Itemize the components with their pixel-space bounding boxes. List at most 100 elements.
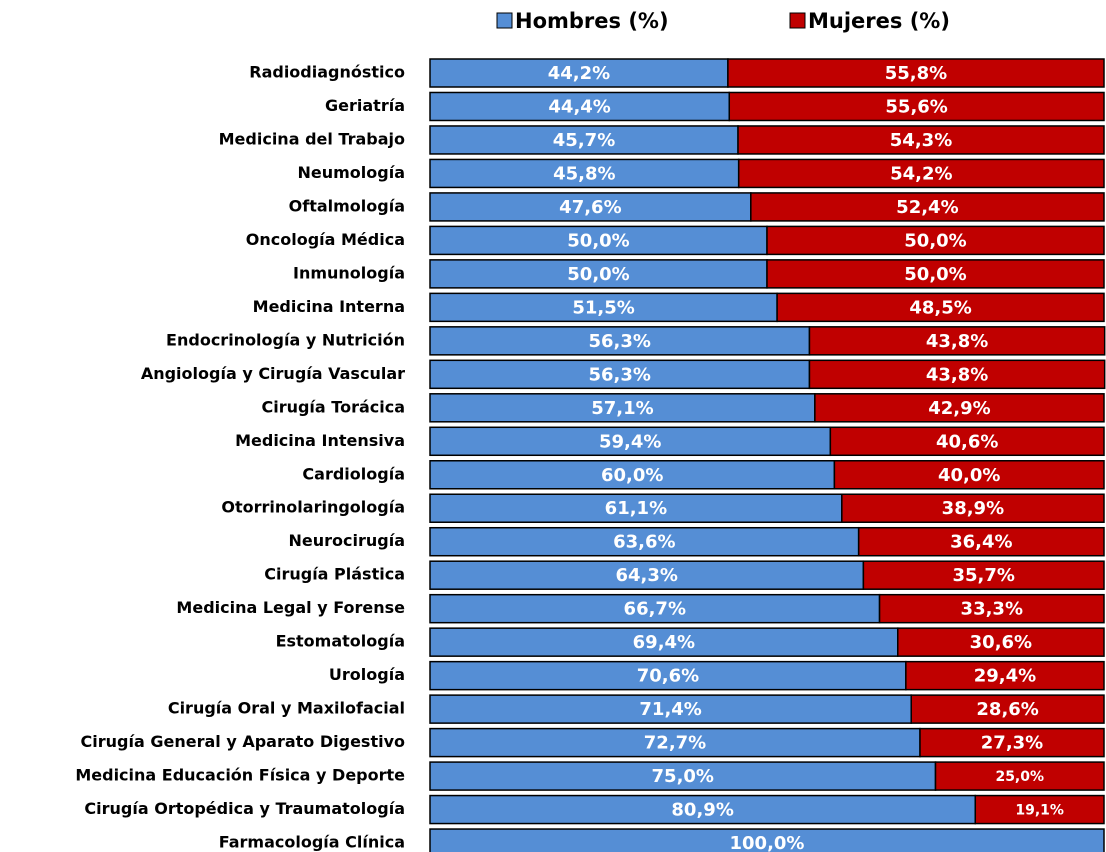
- bar-segment: [429, 794, 977, 825]
- bar-segment: [429, 393, 816, 423]
- value-label: 55,6%: [885, 96, 947, 117]
- bar-segment: [897, 627, 1105, 657]
- category-label: Oftalmología: [289, 196, 405, 215]
- value-label: 100,0%: [730, 833, 805, 852]
- bar-segment: [878, 593, 1105, 624]
- value-label: 57,1%: [591, 398, 653, 419]
- bar-segment: [910, 694, 1105, 724]
- legend-label: Mujeres (%): [808, 9, 950, 33]
- legend-swatch: [496, 12, 513, 29]
- bar-segment: [833, 460, 1105, 490]
- bar-segment: [429, 627, 899, 657]
- value-label: 75,0%: [652, 766, 714, 787]
- category-label: Endocrinología y Nutrición: [166, 330, 405, 349]
- bar-segment: [429, 660, 907, 691]
- category-label: Estomatología: [276, 632, 405, 651]
- value-label: 45,7%: [553, 130, 615, 151]
- value-label: 50,0%: [904, 230, 966, 251]
- value-label: 44,4%: [548, 96, 610, 117]
- value-label: 80,9%: [671, 800, 733, 821]
- value-label: 59,4%: [599, 431, 661, 452]
- value-label: 27,3%: [981, 733, 1043, 754]
- bar-segment: [429, 359, 811, 390]
- value-label: 50,0%: [567, 230, 629, 251]
- value-label: 40,6%: [936, 431, 998, 452]
- value-label: 38,9%: [942, 498, 1004, 519]
- value-label: 72,7%: [644, 733, 706, 754]
- bar-segment: [919, 727, 1105, 758]
- value-label: 43,8%: [926, 364, 988, 385]
- bar-segment: [429, 326, 811, 356]
- bar-segment: [814, 393, 1105, 423]
- category-label: Medicina Interna: [253, 297, 405, 316]
- value-label: 55,8%: [885, 63, 947, 84]
- value-label: 64,3%: [615, 565, 677, 586]
- category-label: Urología: [329, 665, 405, 684]
- value-label: 52,4%: [896, 197, 958, 218]
- value-label: 40,0%: [938, 465, 1000, 486]
- value-label: 56,3%: [589, 364, 651, 385]
- bar-segment: [429, 493, 843, 523]
- value-label: 30,6%: [970, 632, 1032, 653]
- category-label: Medicina Legal y Forense: [176, 598, 405, 617]
- category-label: Farmacología Clínica: [219, 833, 405, 852]
- bar-segment: [808, 326, 1106, 356]
- bar-segment: [429, 828, 1105, 852]
- value-label: 36,4%: [950, 532, 1012, 553]
- bar-segment: [829, 426, 1105, 457]
- category-label: Cardiología: [302, 464, 405, 483]
- category-label: Medicina Intensiva: [235, 431, 405, 450]
- value-label: 50,0%: [567, 264, 629, 285]
- bar-segment: [766, 225, 1105, 256]
- value-label: 33,3%: [961, 599, 1023, 620]
- bar-segment: [429, 259, 768, 289]
- value-label: 70,6%: [637, 666, 699, 687]
- category-label: Cirugía General y Aparato Digestivo: [81, 732, 405, 751]
- value-label: 51,5%: [572, 297, 634, 318]
- bar-segment: [905, 660, 1105, 691]
- bar-segment: [808, 359, 1106, 390]
- bar-segment: [857, 526, 1105, 557]
- bar-segment: [429, 158, 740, 189]
- value-label: 25,0%: [995, 769, 1044, 785]
- bar-segment: [727, 58, 1105, 88]
- category-label: Neumología: [297, 163, 405, 182]
- value-label: 54,3%: [890, 130, 952, 151]
- bar-segment: [429, 426, 832, 457]
- value-label: 45,8%: [553, 163, 615, 184]
- bar-segment: [750, 192, 1105, 222]
- category-label: Cirugía Oral y Maxilofacial: [168, 699, 405, 718]
- value-label: 61,1%: [605, 498, 667, 519]
- bar-segment: [429, 192, 752, 222]
- bar-segment: [429, 125, 739, 155]
- bar-segment: [841, 493, 1105, 523]
- value-label: 48,5%: [909, 297, 971, 318]
- bar-segment: [429, 91, 731, 122]
- bar-segment: [429, 460, 836, 490]
- category-label: Medicina Educación Física y Deporte: [75, 766, 405, 785]
- bar-segment: [974, 794, 1105, 825]
- bar-segment: [766, 259, 1105, 289]
- value-label: 54,2%: [890, 163, 952, 184]
- bar-segment: [429, 526, 860, 557]
- value-label: 42,9%: [928, 398, 990, 419]
- category-label: Medicina del Trabajo: [219, 129, 405, 148]
- value-label: 28,6%: [976, 699, 1038, 720]
- category-label: Cirugía Ortopédica y Traumatología: [84, 799, 405, 818]
- value-label: 19,1%: [1015, 803, 1064, 819]
- value-label: 35,7%: [952, 565, 1014, 586]
- bar-segment: [934, 761, 1105, 791]
- value-label: 60,0%: [601, 465, 663, 486]
- value-label: 71,4%: [639, 699, 701, 720]
- value-label: 44,2%: [548, 63, 610, 84]
- bar-segment: [737, 125, 1105, 155]
- value-label: 43,8%: [926, 331, 988, 352]
- category-label: Angiología y Cirugía Vascular: [141, 364, 405, 383]
- legend-swatch: [789, 12, 806, 29]
- category-label: Cirugía Plástica: [264, 565, 405, 584]
- bar-segment: [776, 292, 1105, 323]
- bar-segment: [862, 560, 1105, 590]
- category-label: Radiodiagnóstico: [249, 63, 405, 82]
- category-label: Geriatría: [325, 96, 405, 115]
